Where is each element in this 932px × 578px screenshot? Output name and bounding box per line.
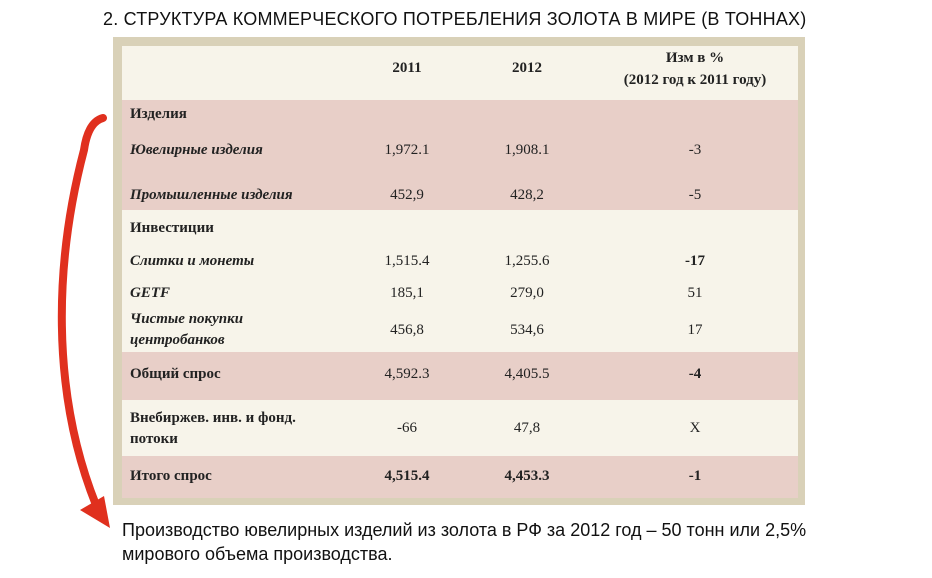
row-label: Промышленные изделия <box>130 187 293 203</box>
row-change: -5 <box>688 187 702 203</box>
footnote-line1: Производство ювелирных изделий из золота… <box>122 520 807 540</box>
row-label: GETF <box>130 285 171 301</box>
row-label: Итого спрос <box>130 468 212 484</box>
row-change: 17 <box>687 322 703 338</box>
row-change: 51 <box>687 285 703 301</box>
section-investments: Инвестиции Слитки и монеты 1,515.4 1,255… <box>122 210 798 352</box>
row-total-demand: Общий спрос 4,592.3 4,405.5 -4 <box>122 352 798 400</box>
row-value-2012: 279,0 <box>510 285 544 301</box>
row-change: -17 <box>685 253 705 269</box>
row-value-2012: 4,453.3 <box>504 468 550 484</box>
row-otc-flows: Внебиржев. инв. и фонд. потоки -66 47,8 … <box>122 400 798 456</box>
row-value-2011: 452,9 <box>390 187 424 203</box>
footnote: Производство ювелирных изделий из золота… <box>122 518 922 566</box>
header-change-note: (2012 год к 2011 году) <box>623 72 767 88</box>
row-value-2011: 1,972.1 <box>384 142 430 158</box>
gold-consumption-table: 2011 2012 Изм в % (2012 год к 2011 году)… <box>113 37 805 505</box>
row-value-2011: 456,8 <box>390 322 424 338</box>
row-label: Общий спрос <box>130 366 221 382</box>
row-value-2012: 534,6 <box>510 322 544 338</box>
footnote-line2: мирового объема производства. <box>122 544 393 564</box>
row-change: -4 <box>688 366 702 382</box>
row-change: -3 <box>688 142 702 158</box>
page-title: 2. СТРУКТУРА КОММЕРЧЕСКОГО ПОТРЕБЛЕНИЯ З… <box>103 9 807 29</box>
table-body: 2011 2012 Изм в % (2012 год к 2011 году)… <box>122 46 798 498</box>
row-value-2012: 4,405.5 <box>504 366 550 382</box>
row-label: Ювелирные изделия <box>130 142 263 158</box>
row-value-2012: 47,8 <box>513 420 541 436</box>
row-value-2011: 4,592.3 <box>384 366 430 382</box>
row-value-2012: 1,908.1 <box>504 142 550 158</box>
table-header-row: 2011 2012 Изм в % (2012 год к 2011 году) <box>122 46 798 100</box>
row-label-line1: Внебиржев. инв. и фонд. <box>130 410 296 426</box>
row-label-line2: центробанков <box>130 332 225 348</box>
row-value-2012: 1,255.6 <box>504 253 550 269</box>
section-label-products: Изделия <box>130 106 187 122</box>
row-value-2011: 1,515.4 <box>384 253 430 269</box>
row-value-2011: 185,1 <box>390 285 424 301</box>
row-value-2011: 4,515.4 <box>384 468 430 484</box>
section-label-investments: Инвестиции <box>130 220 214 236</box>
section-products: Изделия Ювелирные изделия 1,972.1 1,908.… <box>122 100 798 210</box>
header-change: Изм в % <box>665 50 725 66</box>
header-2011: 2011 <box>392 60 422 76</box>
row-total: Итого спрос 4,515.4 4,453.3 -1 <box>122 456 798 498</box>
row-change: -1 <box>688 468 702 484</box>
row-value-2012: 428,2 <box>510 187 544 203</box>
row-label: Слитки и монеты <box>130 253 255 269</box>
row-value-2011: -66 <box>397 420 417 436</box>
header-2012: 2012 <box>512 60 542 76</box>
row-change: X <box>689 420 701 436</box>
row-label-line2: потоки <box>130 431 178 447</box>
row-label-line1: Чистые покупки <box>130 311 244 327</box>
